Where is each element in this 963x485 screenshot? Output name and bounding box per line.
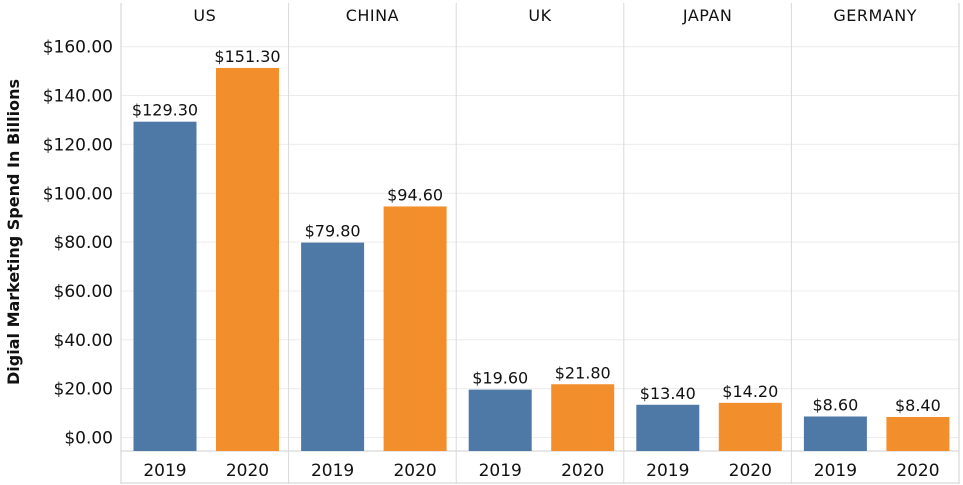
x-tick-label: 2019 — [143, 461, 186, 481]
bar-china-2020 — [383, 206, 447, 451]
bar-us-2019 — [133, 121, 197, 451]
panel-header: US — [193, 6, 216, 25]
panel-header: GERMANY — [833, 6, 917, 25]
y-tick-label: $20.00 — [54, 380, 113, 400]
bar-japan-2020 — [718, 402, 782, 451]
y-tick-label: $160.00 — [43, 38, 113, 58]
x-tick-label: 2020 — [226, 461, 269, 481]
panel-us: US $129.30 2019 $151.30 2020 — [132, 6, 281, 481]
bar-japan-2019 — [636, 404, 700, 451]
y-tick-label: $80.00 — [54, 233, 113, 253]
data-label: $8.60 — [812, 395, 858, 414]
x-tick-label: 2020 — [393, 461, 436, 481]
data-label: $21.80 — [555, 363, 611, 382]
y-tick-label: $40.00 — [54, 331, 113, 351]
data-label: $13.40 — [640, 384, 696, 403]
panel-japan: JAPAN $13.40 2019 $14.20 2020 — [623, 3, 782, 484]
x-tick-label: 2020 — [561, 461, 604, 481]
data-label: $14.20 — [722, 382, 778, 401]
y-tick-label: $140.00 — [43, 87, 113, 107]
x-tick-label: 2019 — [814, 461, 857, 481]
bar-us-2020 — [216, 67, 279, 451]
x-tick-label: 2020 — [896, 461, 939, 481]
panel-china: CHINA $79.80 2019 $94.60 2020 — [288, 3, 447, 484]
bar-germany-2019 — [803, 416, 867, 451]
x-tick-label: 2019 — [311, 461, 354, 481]
bar-china-2019 — [301, 242, 365, 451]
data-label: $129.30 — [132, 101, 198, 120]
panels: US $129.30 2019 $151.30 2020 CHINA $79.80 2019 $… — [132, 3, 950, 484]
panel-header: JAPAN — [682, 6, 732, 25]
bar-uk-2020 — [551, 384, 615, 451]
y-axis-title: Digial Marketing Spend In Billions — [4, 79, 23, 385]
data-label: $94.60 — [387, 185, 443, 204]
panel-header: UK — [528, 6, 551, 25]
x-tick-label: 2019 — [479, 461, 522, 481]
panel-uk: UK $19.60 2019 $21.80 2020 — [455, 3, 615, 484]
y-tick-label: $120.00 — [43, 135, 113, 155]
data-label: $79.80 — [305, 222, 361, 241]
y-tick-label: $0.00 — [64, 429, 113, 449]
x-tick-label: 2020 — [729, 461, 772, 481]
y-axis: $0.00 $20.00 $40.00 $60.00 $80.00 $100.00 $120… — [43, 38, 113, 449]
y-tick-label: $100.00 — [43, 184, 113, 204]
panel-header: CHINA — [346, 6, 399, 25]
bar-germany-2020 — [886, 416, 950, 451]
y-tick-label: $60.00 — [54, 282, 113, 302]
data-label: $19.60 — [472, 369, 528, 388]
bar-uk-2019 — [468, 389, 532, 451]
panel-germany: GERMANY $8.60 2019 $8.40 2020 — [790, 3, 950, 484]
data-label: $8.40 — [895, 396, 941, 415]
x-tick-label: 2019 — [646, 461, 689, 481]
data-label: $151.30 — [214, 47, 280, 66]
